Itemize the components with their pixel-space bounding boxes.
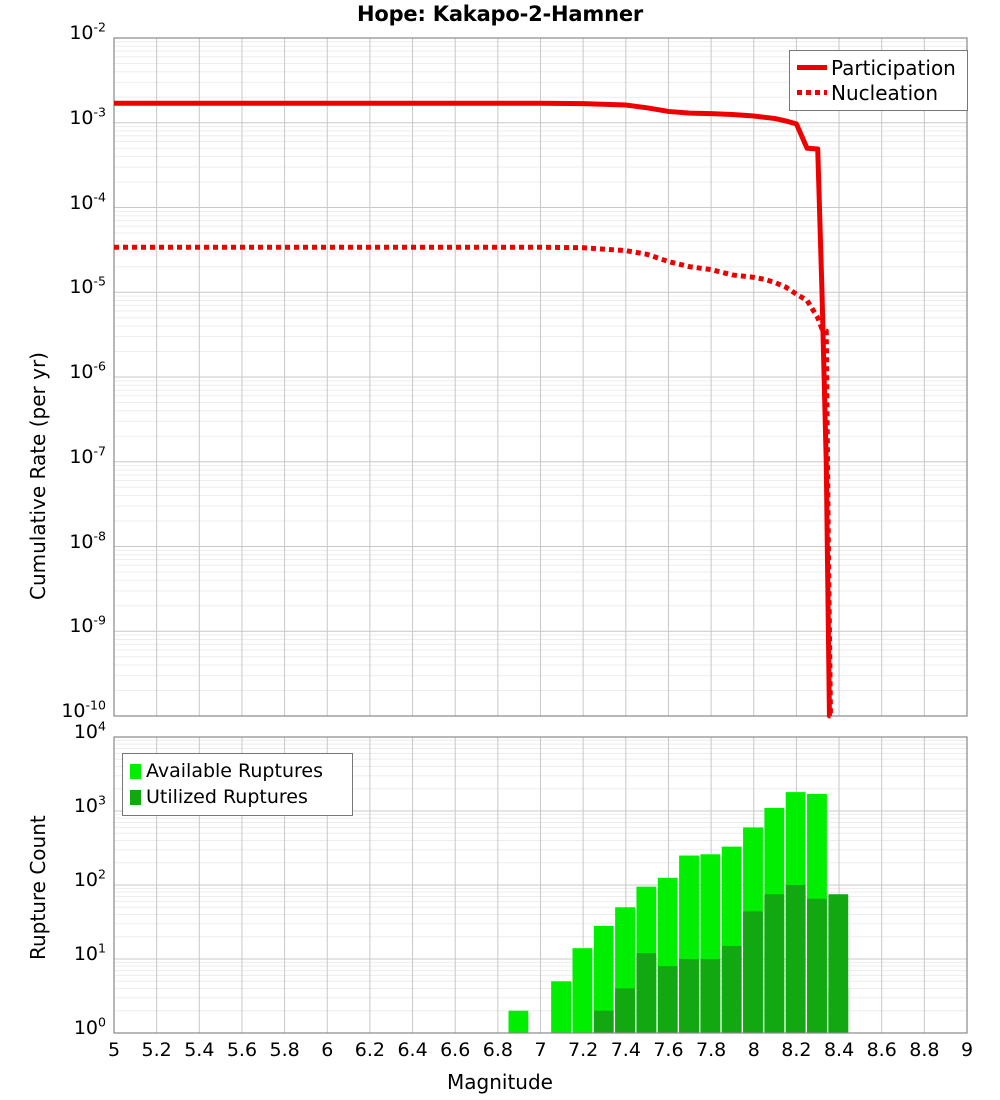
xtick-5-4: 5.4: [184, 1039, 215, 1061]
xtick-7-2: 7.2: [568, 1039, 599, 1061]
xtick-8-8: 8.8: [909, 1039, 940, 1061]
top-ytick--6: 10-6: [69, 358, 106, 383]
top-ytick--7: 10-7: [69, 443, 106, 468]
top-ytick--4: 10-4: [69, 189, 106, 214]
bar-utilized: [807, 898, 827, 1033]
bar-utilized: [593, 1010, 614, 1033]
legend-item-nucleation: Nucleation: [797, 80, 960, 105]
xtick-6-2: 6.2: [354, 1039, 385, 1061]
bar-utilized: [785, 885, 806, 1033]
legend-label-utilized-ruptures: Utilized Ruptures: [146, 786, 308, 808]
bar-utilized: [721, 945, 742, 1033]
nucleation-dotted-line-swatch-icon: [797, 90, 827, 95]
top-ytick--9: 10-9: [69, 612, 106, 638]
bar-utilized: [828, 894, 849, 1033]
bottom-ytick-2: 102: [73, 866, 106, 891]
xtick-9: 9: [960, 1039, 974, 1061]
xtick-8-2: 8.2: [781, 1039, 812, 1061]
bar-available: [572, 948, 593, 1033]
series-line-nucleation: [114, 244, 834, 717]
xtick-7-4: 7.4: [610, 1039, 641, 1061]
bottom-ytick-1: 101: [73, 940, 106, 965]
participation-line-swatch-icon: [797, 65, 827, 70]
utilized-ruptures-color-swatch-icon: [130, 789, 141, 805]
x-axis-label: Magnitude: [447, 1070, 553, 1094]
xtick-8-4: 8.4: [823, 1039, 855, 1061]
bottom-panel-y-axis-label: Rupture Count: [26, 815, 50, 960]
bar-utilized: [700, 959, 721, 1033]
bar-available: [593, 925, 614, 1033]
xtick-6-8: 6.8: [482, 1039, 513, 1061]
bar-utilized: [636, 953, 657, 1033]
top-ytick--3: 10-3: [69, 104, 106, 129]
xtick-6-6: 6.6: [440, 1039, 471, 1061]
xtick-8: 8: [747, 1039, 760, 1061]
bar-available: [551, 981, 571, 1033]
bottom-panel-legend: Available Ruptures Utilized Ruptures: [122, 753, 353, 816]
bar-utilized: [743, 911, 763, 1033]
xtick-6: 6: [321, 1039, 334, 1061]
xtick-5: 5: [107, 1039, 121, 1061]
xtick-5-2: 5.2: [141, 1039, 172, 1061]
bottom-ytick-0: 100: [73, 1014, 106, 1039]
legend-label-participation: Participation: [831, 55, 956, 80]
bottom-ytick-3: 103: [73, 792, 106, 817]
top-panel-legend: Participation Nucleation: [789, 50, 968, 111]
bar-utilized: [657, 966, 678, 1033]
legend-item-utilized-ruptures: Utilized Ruptures: [130, 784, 345, 810]
xtick-8-6: 8.6: [866, 1039, 897, 1061]
legend-label-available-ruptures: Available Ruptures: [146, 760, 323, 782]
legend-item-participation: Participation: [797, 55, 960, 80]
bar-utilized: [679, 959, 699, 1033]
top-ytick--10: 10-10: [61, 697, 106, 722]
bottom-ytick-4: 104: [73, 718, 106, 743]
series-line-participation: [114, 100, 832, 719]
xtick-7-6: 7.6: [653, 1039, 684, 1061]
legend-label-nucleation: Nucleation: [831, 80, 939, 105]
xtick-5-6: 5.6: [226, 1039, 258, 1061]
bar-utilized: [615, 988, 635, 1033]
top-ytick--5: 10-5: [69, 273, 106, 299]
legend-item-available-ruptures: Available Ruptures: [130, 758, 345, 784]
xtick-6-4: 6.4: [397, 1039, 428, 1061]
xtick-7: 7: [534, 1039, 547, 1061]
top-ytick--2: 10-2: [69, 19, 106, 44]
xtick-7-8: 7.8: [695, 1039, 727, 1061]
page-title: Hope: Kakapo-2-Hamner: [356, 2, 644, 26]
bar-utilized: [764, 894, 785, 1033]
bar-available: [508, 1010, 529, 1033]
available-ruptures-color-swatch-icon: [130, 763, 141, 779]
top-panel-plot: [113, 37, 968, 719]
xtick-5-8: 5.8: [269, 1039, 300, 1061]
top-ytick--8: 10-8: [69, 528, 106, 553]
